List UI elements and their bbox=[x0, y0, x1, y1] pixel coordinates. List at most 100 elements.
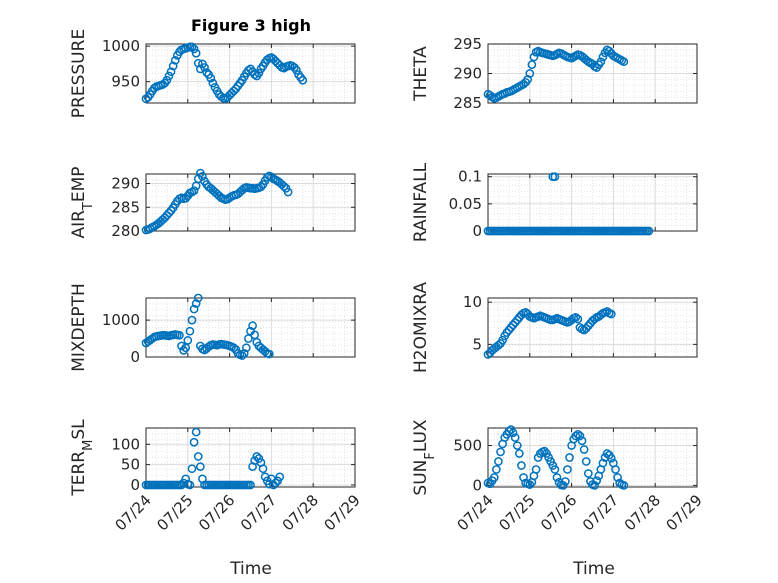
panel-pressure: 950 1000 PRESSURE bbox=[69, 29, 356, 118]
axes-box bbox=[145, 297, 356, 358]
y-tick-label: 290 bbox=[111, 175, 140, 193]
y-axis-label-main: SUN bbox=[411, 460, 431, 496]
data-point bbox=[581, 457, 591, 466]
y-axis-label: RAINFALL bbox=[411, 162, 431, 242]
data-point bbox=[193, 452, 203, 461]
data-point bbox=[244, 65, 253, 75]
data-point bbox=[177, 341, 186, 351]
data-point bbox=[185, 480, 195, 490]
x-tick-label: 07/28 bbox=[279, 491, 322, 534]
x-label-left: Time bbox=[229, 559, 272, 579]
data-point bbox=[619, 57, 629, 67]
y-axis-label-sub: M bbox=[81, 440, 96, 451]
data-point bbox=[494, 340, 503, 350]
data-point bbox=[606, 309, 616, 319]
data-point bbox=[571, 313, 581, 322]
data-point bbox=[525, 480, 535, 489]
data-point bbox=[279, 182, 289, 191]
data-point bbox=[195, 64, 205, 74]
panel-mixdepth: 0 1000 MIXDEPTH bbox=[69, 283, 356, 372]
data-point bbox=[619, 481, 629, 490]
data-point bbox=[191, 299, 201, 308]
data-point bbox=[565, 453, 574, 462]
data-point bbox=[498, 335, 507, 345]
data-point bbox=[581, 323, 591, 333]
data-point bbox=[208, 78, 218, 88]
axes-box bbox=[487, 297, 698, 358]
y-axis-label: AIRTEMP bbox=[69, 166, 96, 238]
y-tick-label: 1000 bbox=[102, 37, 140, 55]
y-tick-label: 285 bbox=[453, 94, 482, 112]
figure-title: Figure 3 high bbox=[191, 16, 311, 35]
data-point bbox=[590, 481, 599, 490]
y-axis-label-rest: SL bbox=[69, 419, 89, 440]
data-point bbox=[191, 427, 201, 437]
data-point bbox=[525, 69, 535, 78]
data-point bbox=[519, 473, 528, 482]
data-point bbox=[166, 67, 176, 77]
data-point bbox=[510, 433, 520, 442]
data-point bbox=[191, 48, 201, 58]
data-point bbox=[202, 68, 211, 77]
x-tick-label: 07/26 bbox=[537, 491, 580, 534]
data-point bbox=[540, 446, 549, 456]
data-point bbox=[512, 315, 522, 325]
data-point bbox=[187, 42, 197, 52]
data-point bbox=[181, 474, 191, 484]
y-axis-label: SUNFLUX bbox=[411, 419, 438, 496]
data-point bbox=[560, 477, 570, 486]
data-point bbox=[183, 336, 193, 345]
data-point bbox=[504, 426, 514, 436]
data-point bbox=[573, 430, 583, 439]
data-point bbox=[189, 437, 199, 447]
y-tick-label: 290 bbox=[453, 65, 482, 83]
data-point bbox=[494, 457, 503, 466]
data-point bbox=[579, 445, 589, 454]
data-point bbox=[571, 431, 581, 441]
data-point bbox=[283, 187, 293, 197]
x-tick-label: 07/25 bbox=[153, 491, 196, 534]
y-tick-label: 0 bbox=[130, 348, 140, 366]
data-point bbox=[181, 193, 191, 203]
x-tick-label: 07/28 bbox=[621, 491, 664, 534]
x-tick-label: 07/29 bbox=[663, 491, 706, 534]
x-tick-label: 07/24 bbox=[454, 491, 497, 534]
data-point bbox=[193, 58, 203, 68]
data-point bbox=[550, 172, 560, 182]
data-point bbox=[187, 464, 197, 474]
data-point bbox=[615, 478, 625, 488]
data-point bbox=[189, 304, 199, 314]
y-axis-label: TERRMSL bbox=[69, 419, 96, 497]
data-point bbox=[262, 55, 272, 64]
data-point bbox=[531, 465, 541, 474]
data-point bbox=[170, 55, 180, 65]
data-point bbox=[583, 321, 593, 331]
data-point bbox=[592, 476, 602, 485]
panel-sun_flux: 0 500 SUNFLUX 07/2407/2507/2607/2707/2807/2… bbox=[411, 419, 706, 534]
data-point bbox=[264, 349, 274, 359]
y-axis-label-sub: F bbox=[423, 452, 438, 459]
y-axis-label-main: TERR bbox=[69, 451, 89, 497]
data-point bbox=[275, 472, 285, 482]
y-axis-label: THETA bbox=[411, 46, 431, 102]
data-point bbox=[258, 464, 268, 474]
data-point bbox=[239, 348, 249, 358]
x-tick-label: 07/26 bbox=[195, 491, 238, 534]
data-point bbox=[189, 186, 199, 195]
y-tick-label: 5 bbox=[472, 335, 482, 353]
data-point bbox=[517, 461, 526, 470]
data-point bbox=[241, 343, 251, 353]
data-point bbox=[575, 431, 585, 441]
data-point bbox=[145, 224, 155, 233]
data-point bbox=[573, 314, 583, 324]
data-point bbox=[535, 449, 545, 458]
data-point bbox=[298, 75, 308, 85]
y-axis-label-sub: T bbox=[81, 202, 96, 211]
y-axis-label-rest: LUX bbox=[411, 419, 431, 452]
panel-theta: 285 290 295 THETA bbox=[411, 35, 698, 112]
y-tick-label: 285 bbox=[111, 198, 140, 216]
y-axis-label: H2OMIXRA bbox=[411, 282, 431, 373]
data-point bbox=[598, 52, 608, 62]
data-point bbox=[606, 453, 616, 463]
